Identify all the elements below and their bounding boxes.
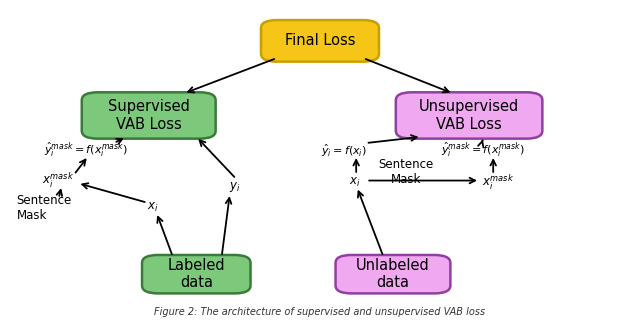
Text: Figure 2: The architecture of supervised and unsupervised VAB loss: Figure 2: The architecture of supervised… [154, 307, 486, 317]
Text: Labeled
data: Labeled data [168, 258, 225, 290]
Text: $x_i$: $x_i$ [349, 176, 360, 189]
Text: $y_i$: $y_i$ [228, 180, 240, 194]
FancyBboxPatch shape [82, 92, 216, 139]
Text: $\hat{y}_i^{mask} = f(x_i^{mask})$: $\hat{y}_i^{mask} = f(x_i^{mask})$ [440, 141, 524, 160]
FancyBboxPatch shape [142, 255, 250, 293]
Text: $\hat{y}_i^{mask} = f(x_i^{mask})$: $\hat{y}_i^{mask} = f(x_i^{mask})$ [44, 141, 128, 160]
FancyBboxPatch shape [261, 20, 379, 62]
Text: Unsupervised
VAB Loss: Unsupervised VAB Loss [419, 99, 519, 132]
FancyBboxPatch shape [335, 255, 451, 293]
Text: Unlabeled
data: Unlabeled data [356, 258, 430, 290]
Text: Final Loss: Final Loss [285, 33, 355, 48]
FancyBboxPatch shape [396, 92, 542, 139]
Text: $x_i$: $x_i$ [147, 201, 159, 214]
Text: Supervised
VAB Loss: Supervised VAB Loss [108, 99, 189, 132]
Text: Sentence
Mask: Sentence Mask [378, 158, 433, 186]
Text: Sentence
Mask: Sentence Mask [17, 193, 72, 222]
Text: $\hat{y}_i = f(x_i)$: $\hat{y}_i = f(x_i)$ [321, 142, 367, 159]
Text: $x_i^{mask}$: $x_i^{mask}$ [483, 172, 515, 192]
Text: $x_i^{mask}$: $x_i^{mask}$ [42, 171, 74, 190]
